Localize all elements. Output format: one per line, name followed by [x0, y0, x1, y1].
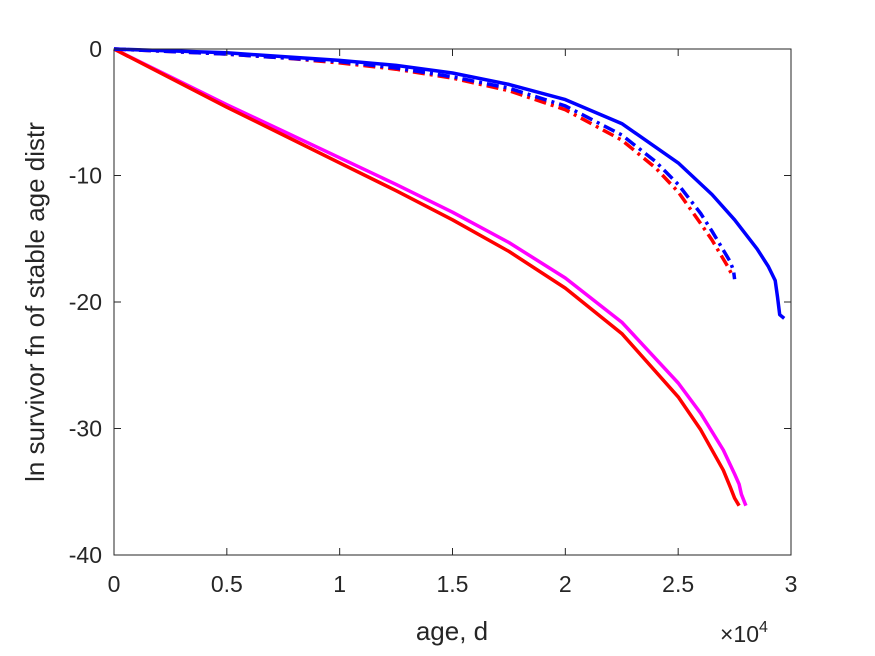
tick-layer: 0 0.5 1 1.5 2 2.5 3 0 -10 -20 -30 -40	[69, 36, 798, 597]
series-line-1	[113, 47, 748, 507]
x-exponent-power: 4	[759, 619, 768, 636]
y-axis-label: ln survivor fn of stable age distr	[20, 122, 50, 482]
x-tick-label: 1.5	[437, 571, 469, 597]
y-tick-label: -40	[69, 542, 102, 568]
x-tick-label: 0	[108, 571, 121, 597]
series-layer	[113, 47, 786, 507]
x-axis-label: age, d	[416, 616, 488, 646]
series-line-2	[113, 47, 741, 507]
plot-area	[114, 49, 791, 555]
series-line-5	[113, 47, 786, 320]
y-tick-label: -10	[69, 163, 102, 189]
x-tick-label: 2	[559, 571, 572, 597]
x-exponent-base: ×10	[720, 621, 759, 647]
x-tick-label: 3	[785, 571, 798, 597]
y-tick-label: -30	[69, 416, 102, 442]
x-tick-label: 2.5	[662, 571, 694, 597]
y-tick-label: -20	[69, 289, 102, 315]
y-tick-label: 0	[89, 36, 102, 62]
x-exponent-label: ×104	[720, 619, 768, 647]
x-tick-label: 0.5	[211, 571, 243, 597]
x-tick-label: 1	[333, 571, 346, 597]
